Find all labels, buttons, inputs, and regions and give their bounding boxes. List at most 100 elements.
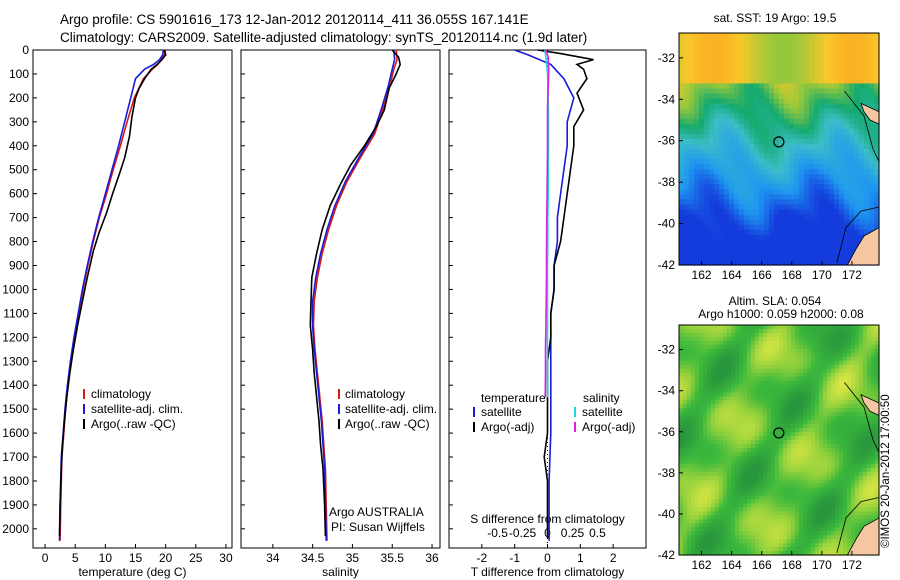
map-cell (694, 259, 700, 266)
map-cell (855, 420, 860, 425)
map-cell (771, 392, 776, 397)
map-cell (729, 93, 735, 100)
map-cell (843, 467, 848, 473)
map-cell (814, 58, 820, 64)
map-cell (695, 336, 700, 342)
map-cell (829, 113, 835, 120)
map-cell (747, 348, 752, 354)
map-cell (863, 380, 868, 386)
map-cell (687, 471, 692, 477)
map-cell (809, 53, 815, 59)
map-cell (831, 515, 836, 520)
map-cell (855, 328, 860, 334)
map-cell (679, 495, 684, 501)
map-cell (843, 511, 848, 516)
map-cell (704, 133, 710, 140)
map-cell (774, 113, 780, 120)
map-cell (691, 440, 696, 445)
map-cell (811, 459, 816, 465)
map-cell (819, 169, 825, 175)
map-cell (703, 404, 708, 409)
map-cell (759, 58, 765, 64)
map-cell (863, 436, 868, 441)
map-cell (835, 503, 840, 509)
map-cell (687, 352, 692, 358)
map-cell (679, 133, 685, 140)
map-cell (787, 499, 792, 505)
map-cell (767, 527, 772, 532)
map-cell (747, 507, 752, 512)
map-cell (739, 113, 745, 120)
map-cell (795, 340, 800, 346)
map-cell (854, 194, 860, 201)
map-cell (787, 543, 792, 548)
map-cell (803, 515, 808, 520)
map-cell (763, 396, 768, 401)
map-cell (839, 169, 845, 175)
map-cell (799, 53, 805, 59)
map-cell (734, 249, 740, 256)
map-cell (803, 511, 808, 516)
map-cell (723, 356, 728, 362)
map-cell (719, 432, 724, 437)
map-cell (794, 254, 800, 261)
map-cell (711, 384, 716, 390)
map-cell (867, 475, 872, 481)
map-cell (751, 447, 756, 453)
map-cell (699, 499, 704, 505)
map-cell (871, 475, 876, 481)
map-cell (835, 507, 840, 512)
map-cell (809, 169, 815, 175)
map-cell (763, 455, 768, 461)
map-cell (707, 455, 712, 461)
map-cell (743, 328, 748, 334)
map-cell (874, 123, 880, 130)
map-cell (839, 551, 844, 556)
map-cell (824, 113, 830, 120)
map-cell (831, 436, 836, 441)
map-cell (819, 547, 824, 552)
map-cell (699, 249, 705, 256)
map-cell (815, 360, 820, 366)
map-cell (695, 491, 700, 497)
map-cell (809, 93, 815, 100)
map-cell (747, 424, 752, 429)
map-cell (819, 229, 825, 236)
map-cell (744, 154, 750, 160)
map-cell (779, 234, 785, 241)
map-cell (804, 239, 810, 246)
map-cell (807, 416, 812, 421)
map-cell (819, 88, 825, 95)
map-cell (719, 68, 725, 74)
map-cell (784, 33, 790, 39)
map-cell (779, 108, 785, 115)
map-cell (819, 531, 824, 536)
map-cell (839, 523, 844, 528)
map-cell (683, 352, 688, 358)
map-cell (783, 388, 788, 394)
map-cell (771, 376, 776, 382)
map-cell (839, 527, 844, 532)
map-cell (795, 443, 800, 449)
map-cell (875, 360, 880, 366)
map-cell (754, 33, 760, 39)
map-cell (844, 63, 850, 69)
map-cell (771, 356, 776, 362)
map-cell (711, 436, 716, 441)
map-cell (843, 503, 848, 509)
map-cell (847, 404, 852, 409)
map-cell (731, 451, 736, 457)
map-cell (803, 467, 808, 473)
map-cell (731, 376, 736, 382)
map-cell (875, 451, 880, 457)
map-cell (847, 475, 852, 481)
map-cell (771, 340, 776, 346)
map-cell (847, 455, 852, 461)
map-cell (715, 332, 720, 338)
map-cell (734, 43, 740, 49)
map-cell (789, 209, 795, 216)
map-cell (855, 388, 860, 394)
map-cell (811, 479, 816, 485)
map-cell (847, 495, 852, 501)
